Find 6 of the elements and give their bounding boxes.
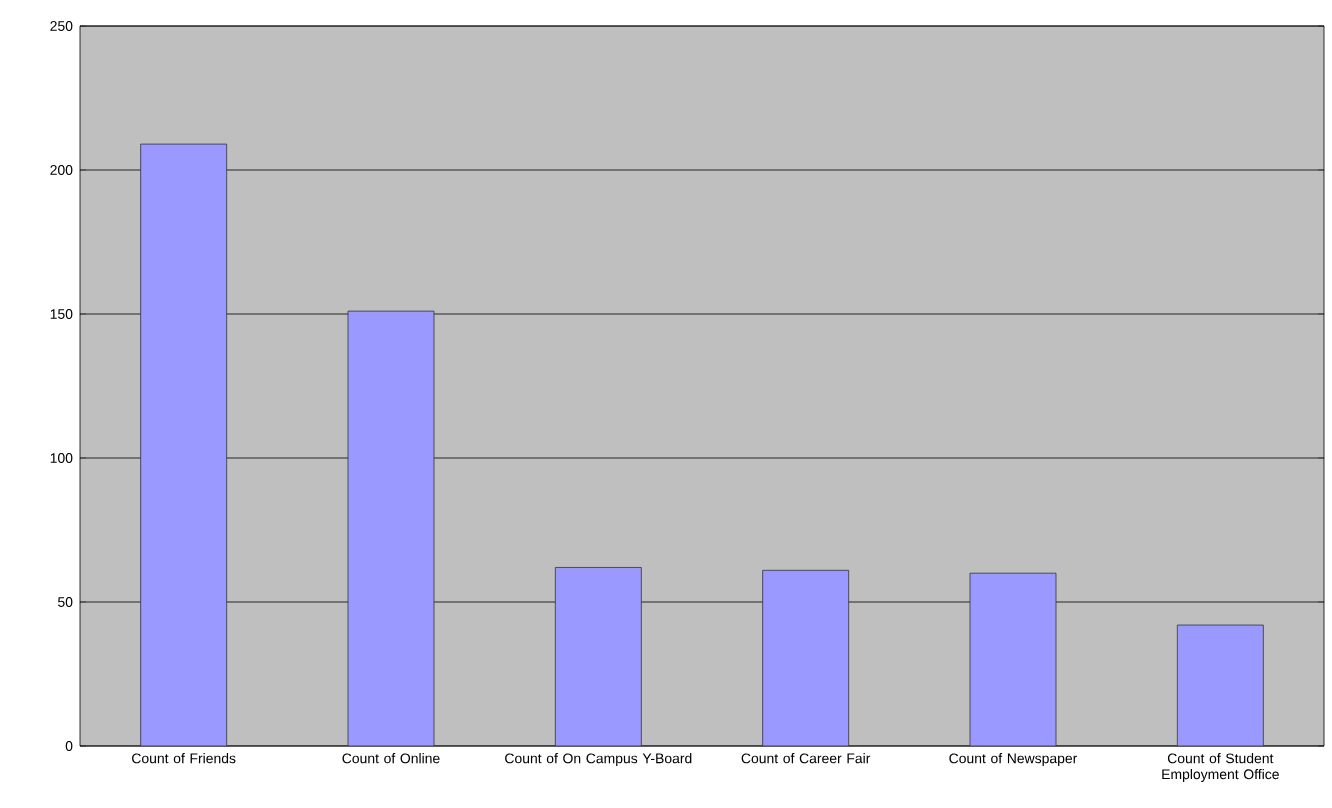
- bar: [554, 567, 642, 746]
- bar: [1176, 624, 1264, 746]
- bar: [762, 569, 850, 746]
- bar: [347, 310, 435, 746]
- bar: [140, 143, 228, 746]
- bar: [969, 572, 1057, 746]
